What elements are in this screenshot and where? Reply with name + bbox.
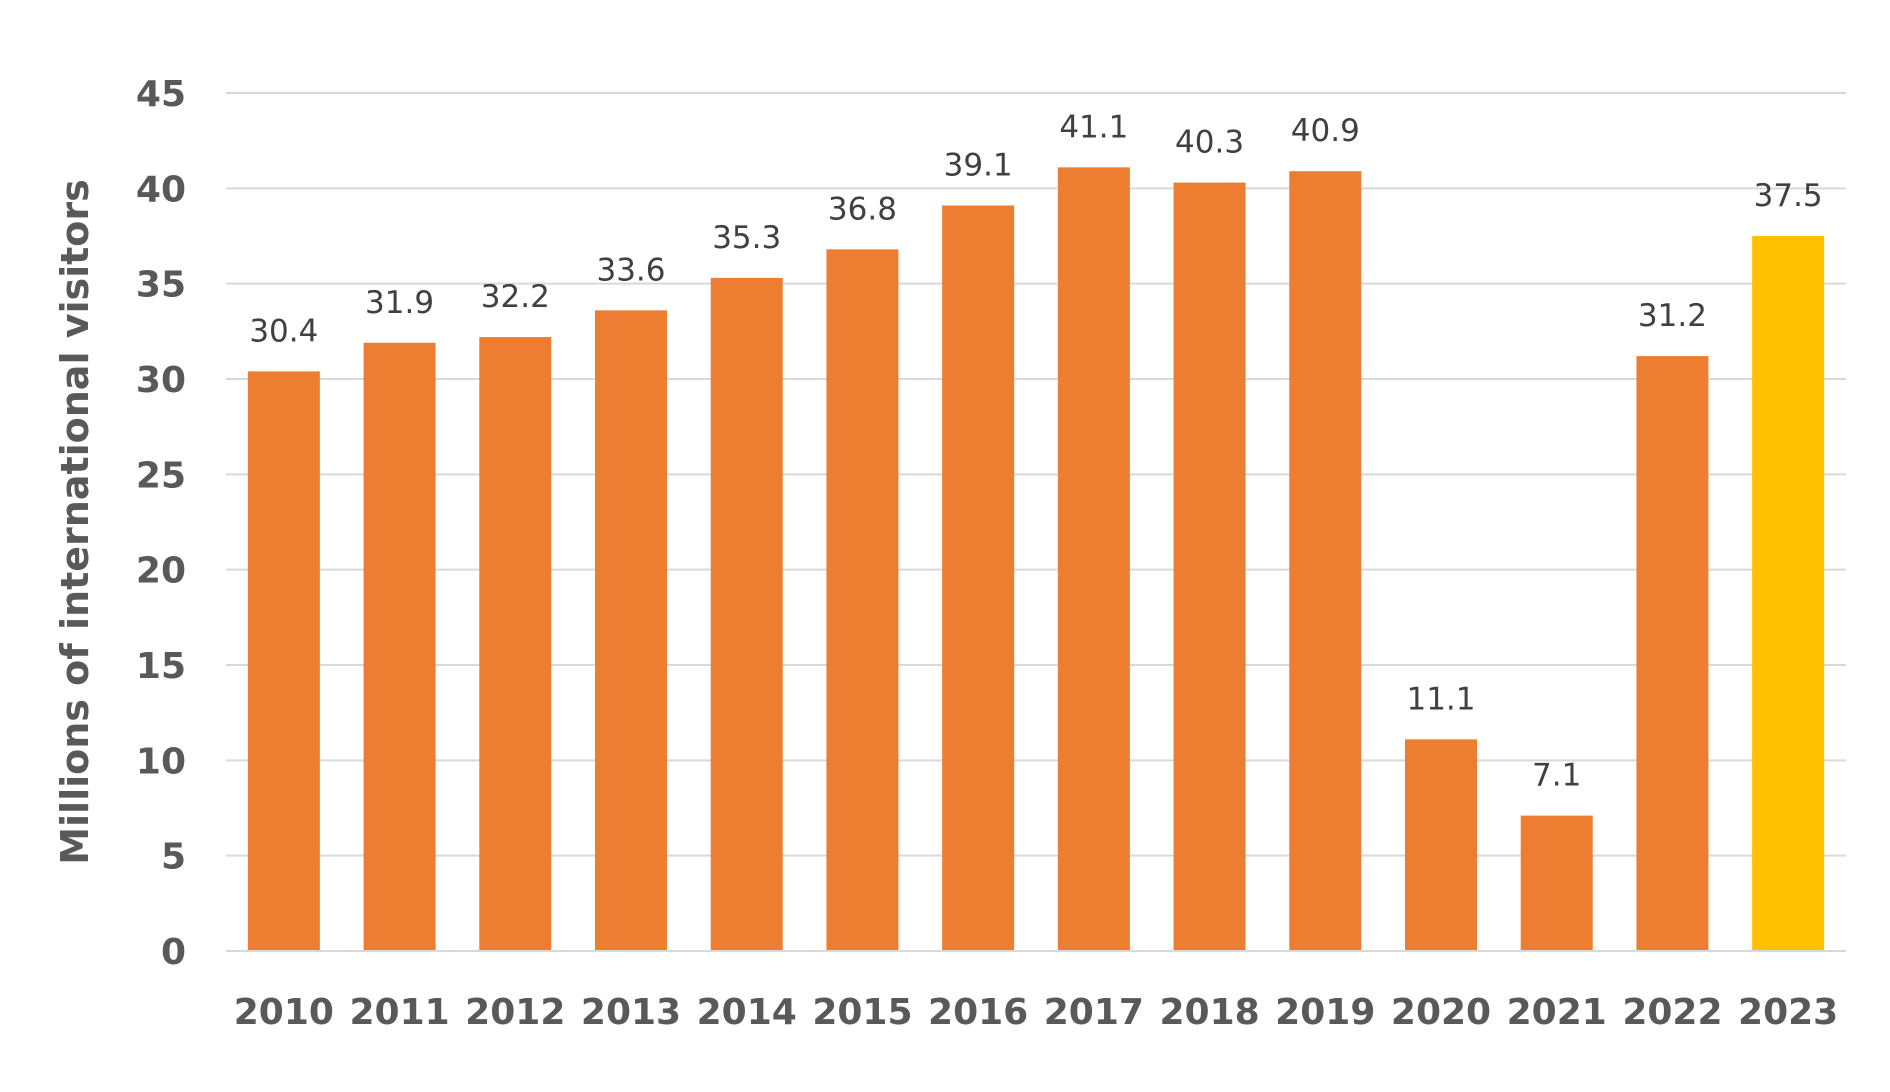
x-tick-label-2020: 2020 (1391, 992, 1491, 1033)
data-label-2013: 33.6 (596, 252, 665, 288)
x-tick-label-2017: 2017 (1044, 992, 1144, 1033)
x-tick-label-2016: 2016 (928, 992, 1028, 1033)
x-tick-label-2021: 2021 (1507, 992, 1607, 1033)
data-label-2022: 31.2 (1638, 298, 1707, 334)
x-tick-label-2011: 2011 (349, 992, 449, 1033)
bar-2018 (1173, 182, 1246, 951)
x-tick-label-2012: 2012 (465, 992, 565, 1033)
y-tick-label: 20 (136, 551, 186, 592)
data-label-2023: 37.5 (1754, 178, 1823, 214)
bar-2017 (1057, 167, 1130, 952)
data-label-2012: 32.2 (481, 279, 550, 315)
x-tick-label-2023: 2023 (1738, 992, 1838, 1033)
y-tick-label: 10 (136, 741, 186, 782)
bar-2023 (1752, 236, 1825, 951)
bar-2015 (826, 249, 899, 951)
y-tick-label: 30 (136, 360, 186, 401)
y-tick-label: 0 (161, 932, 186, 973)
bar-2020 (1405, 739, 1477, 951)
y-tick-label: 35 (136, 265, 186, 306)
y-tick-label: 15 (136, 646, 186, 687)
data-label-2011: 31.9 (365, 285, 434, 321)
data-label-2018: 40.3 (1175, 125, 1244, 161)
y-tick-label: 25 (136, 455, 186, 496)
bar-2014 (710, 277, 783, 951)
y-tick-label: 40 (136, 169, 186, 210)
bar-2010 (247, 371, 320, 952)
data-labels: 30.4 31.9 32.2 33.6 35.3 36.8 39.1 41.1 40.3 40.9… (249, 109, 1822, 793)
bar-2016 (942, 205, 1015, 951)
y-tick-label: 5 (161, 837, 186, 878)
bar-2012 (479, 337, 552, 951)
x-tick-label-2013: 2013 (581, 992, 681, 1033)
x-tick-label-2019: 2019 (1275, 992, 1375, 1033)
x-axis-ticks: 2010 2011 2012 2013 2014 2015 2016 2017 2018 2019… (234, 992, 1838, 1033)
data-label-2019: 40.9 (1291, 113, 1360, 149)
y-tick-label: 45 (136, 74, 186, 115)
data-label-2017: 41.1 (1059, 109, 1128, 145)
data-label-2015: 36.8 (828, 191, 897, 227)
data-label-2014: 35.3 (712, 220, 781, 256)
data-label-2016: 39.1 (944, 147, 1013, 183)
data-label-2010: 30.4 (249, 313, 318, 349)
y-axis-title: Millions of international visitors (53, 179, 97, 865)
data-label-2021: 7.1 (1532, 758, 1581, 794)
bar-2021 (1520, 815, 1593, 951)
x-tick-label-2015: 2015 (812, 992, 912, 1033)
bar-2022 (1636, 356, 1709, 951)
bar-2011 (363, 342, 436, 952)
x-tick-label-2010: 2010 (234, 992, 334, 1033)
bar-2013 (595, 310, 667, 951)
grid-lines (226, 92, 1846, 857)
y-axis-ticks: 0 5 10 15 20 25 30 35 40 45 (136, 74, 186, 973)
data-label-2020: 11.1 (1406, 681, 1475, 717)
x-tick-label-2018: 2018 (1159, 992, 1259, 1033)
x-tick-label-2014: 2014 (697, 992, 797, 1033)
x-tick-label-2022: 2022 (1622, 992, 1722, 1033)
bars (247, 167, 1825, 952)
bar-2019 (1289, 171, 1362, 951)
